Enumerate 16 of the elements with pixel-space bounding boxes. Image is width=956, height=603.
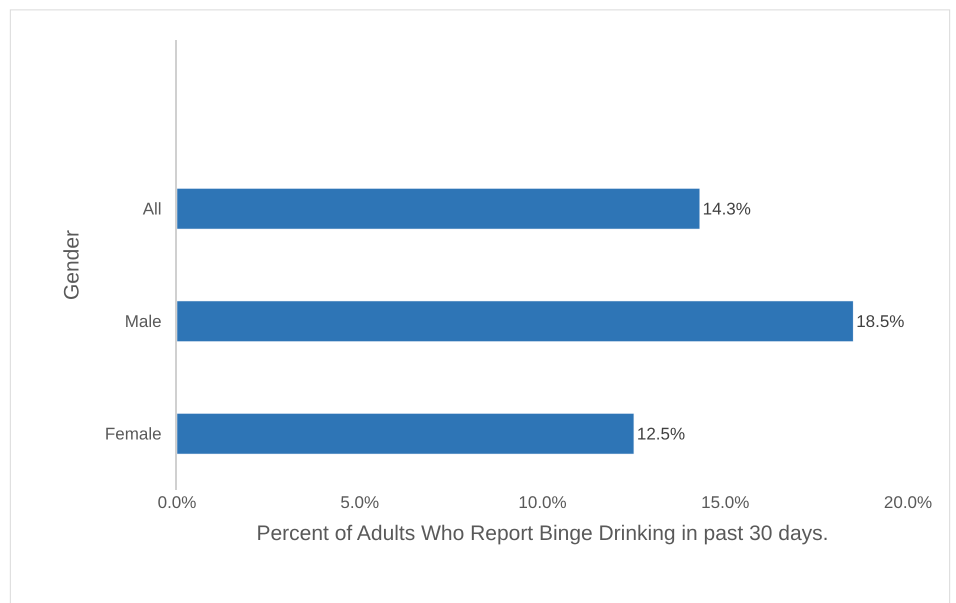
x-tick-label: 15.0%: [701, 493, 750, 512]
y-tick-label: Male: [124, 312, 162, 332]
x-tick-label: 20.0%: [884, 493, 932, 512]
x-axis-title: Percent of Adults Who Report Binge Drinking in past 30 days.: [256, 522, 828, 546]
y-axis-title: Gender: [60, 230, 84, 300]
bar: [177, 188, 700, 230]
bar: [177, 300, 854, 342]
x-tick-label: 5.0%: [340, 493, 380, 512]
y-tick-label: All: [142, 200, 162, 219]
data-label: 18.5%: [856, 312, 904, 331]
y-tick-label: Female: [104, 424, 162, 444]
data-label: 14.3%: [702, 199, 751, 218]
x-tick-label: 0.0%: [158, 493, 196, 512]
x-tick-label: 10.0%: [518, 493, 567, 512]
bar: [177, 413, 634, 454]
data-label: 12.5%: [636, 424, 686, 444]
